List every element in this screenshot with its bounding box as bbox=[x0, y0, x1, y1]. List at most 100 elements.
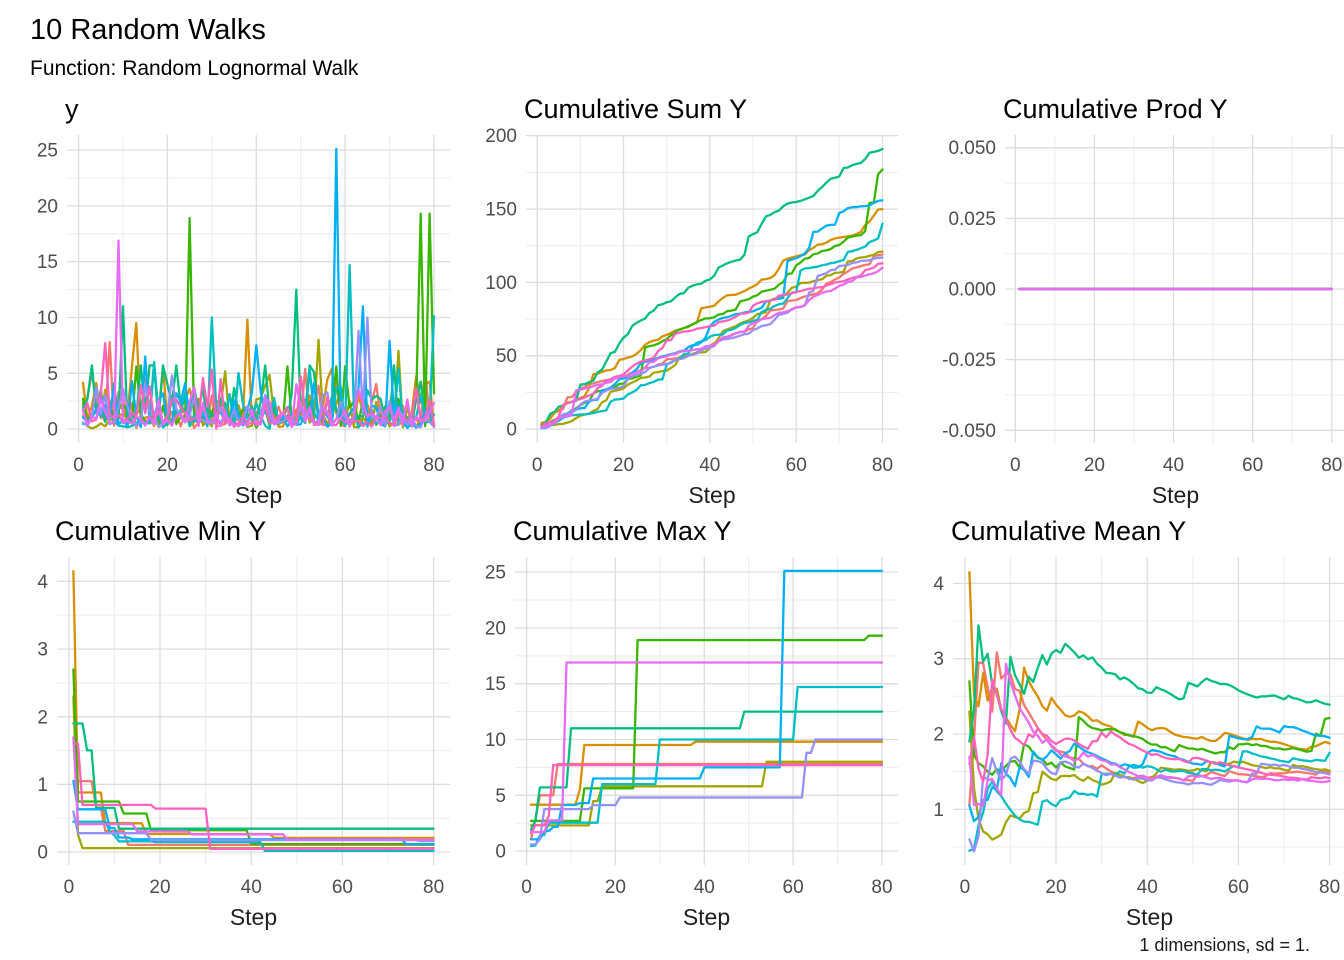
svg-text:3: 3 bbox=[37, 640, 48, 661]
svg-text:80: 80 bbox=[423, 455, 444, 476]
series-line-walk-09 bbox=[968, 678, 1331, 784]
svg-text:5: 5 bbox=[47, 364, 58, 385]
x-axis-tick-labels: 0 20 40 60 80 bbox=[960, 877, 1341, 898]
svg-text:15: 15 bbox=[485, 675, 506, 696]
series-line-walk-03 bbox=[529, 760, 884, 827]
svg-text:0: 0 bbox=[521, 877, 532, 898]
y-axis-tick-labels: 1 2 3 4 bbox=[933, 574, 944, 821]
svg-text:60: 60 bbox=[786, 455, 807, 476]
series-line-walk-08 bbox=[968, 755, 1331, 853]
series-lines bbox=[529, 570, 884, 848]
panel-title: y bbox=[65, 94, 79, 125]
plot-cummax: 0 5 10 15 20 25 0 20 40 60 80 Step bbox=[485, 557, 898, 930]
svg-text:0: 0 bbox=[532, 455, 543, 476]
series-line-walk-09 bbox=[529, 764, 884, 835]
panel-title: Cumulative Prod Y bbox=[1003, 94, 1228, 125]
y-axis-tick-labels: 0.050 0.025 0.000 -0.025 -0.050 bbox=[942, 139, 996, 443]
svg-text:10: 10 bbox=[37, 308, 58, 329]
page-subtitle: Function: Random Lognormal Walk bbox=[30, 57, 359, 81]
series-line-walk-05 bbox=[529, 710, 884, 832]
series-line-walk-02 bbox=[72, 570, 435, 840]
x-axis-tick-labels: 0 20 40 60 80 bbox=[1010, 455, 1342, 476]
x-axis-label: Step bbox=[1126, 904, 1173, 930]
series-line-walk-10 bbox=[81, 239, 436, 429]
panel-title: Cumulative Max Y bbox=[513, 516, 732, 547]
svg-text:50: 50 bbox=[496, 347, 517, 368]
svg-text:4: 4 bbox=[933, 574, 944, 595]
series-line-walk-09 bbox=[540, 262, 884, 429]
series-line-walk-05 bbox=[72, 722, 435, 831]
caption: 1 dimensions, sd = 1. bbox=[1139, 935, 1310, 956]
series-line-walk-06 bbox=[540, 222, 884, 430]
plot-cumprod: 0.050 0.025 0.000 -0.025 -0.050 0 20 40 60 80 Step bbox=[942, 135, 1344, 508]
svg-text:20: 20 bbox=[1084, 455, 1105, 476]
x-axis-label: Step bbox=[1152, 482, 1199, 508]
svg-text:150: 150 bbox=[485, 200, 517, 221]
svg-text:0.025: 0.025 bbox=[948, 209, 996, 230]
panel-title: Cumulative Min Y bbox=[55, 516, 267, 547]
panel-cummean: Cumulative Mean Y 1 2 3 4 0 20 40 60 80 Step bbox=[912, 513, 1344, 935]
svg-text:0: 0 bbox=[495, 842, 506, 863]
svg-text:0.050: 0.050 bbox=[948, 139, 996, 160]
gridlines-minor bbox=[953, 557, 1344, 866]
svg-text:0: 0 bbox=[506, 420, 517, 441]
figure-header: 10 Random Walks Function: Random Lognorm… bbox=[0, 0, 1344, 81]
x-axis-label: Step bbox=[235, 482, 282, 508]
series-line-walk-02 bbox=[968, 571, 1331, 752]
series-line-walk-10 bbox=[968, 662, 1331, 808]
x-axis-tick-labels: 0 20 40 60 80 bbox=[64, 877, 445, 898]
svg-text:20: 20 bbox=[613, 455, 634, 476]
series-line-walk-08 bbox=[529, 738, 884, 846]
series-lines bbox=[968, 571, 1331, 853]
gridlines-minor bbox=[526, 135, 898, 444]
svg-text:0.000: 0.000 bbox=[948, 280, 996, 301]
svg-text:20: 20 bbox=[37, 197, 58, 218]
panel-cumprod: Cumulative Prod Y 0.050 0.025 0.000 -0.025 -0… bbox=[912, 91, 1344, 513]
svg-text:60: 60 bbox=[335, 455, 356, 476]
gridlines-major bbox=[57, 557, 450, 866]
svg-text:-0.050: -0.050 bbox=[942, 421, 996, 442]
series-line-walk-06 bbox=[529, 686, 884, 848]
series-line-walk-06 bbox=[968, 750, 1331, 853]
series-line-walk-01 bbox=[540, 253, 884, 429]
svg-text:0: 0 bbox=[73, 455, 84, 476]
series-line-walk-02 bbox=[529, 740, 884, 807]
y-axis-tick-labels: 0 5 10 15 20 25 bbox=[37, 141, 58, 441]
panels-grid: y 0 5 10 15 20 25 0 20 40 60 80 Step Cumulative Sum Y… bbox=[16, 91, 1344, 935]
series-line-walk-04 bbox=[540, 168, 884, 427]
svg-text:40: 40 bbox=[699, 455, 720, 476]
svg-text:20: 20 bbox=[149, 877, 170, 898]
svg-text:25: 25 bbox=[37, 141, 58, 162]
svg-text:40: 40 bbox=[241, 877, 262, 898]
series-line-walk-07 bbox=[529, 570, 884, 841]
series-line-walk-04 bbox=[529, 634, 884, 823]
y-axis-tick-labels: 0 1 2 3 4 bbox=[37, 572, 48, 864]
x-axis-label: Step bbox=[688, 482, 735, 508]
y-axis-tick-labels: 0 50 100 150 200 bbox=[485, 127, 517, 441]
page-title: 10 Random Walks bbox=[30, 14, 266, 46]
svg-text:100: 100 bbox=[485, 273, 517, 294]
series-lines bbox=[540, 148, 884, 430]
series-lines bbox=[81, 148, 436, 431]
svg-text:0: 0 bbox=[1010, 455, 1021, 476]
series-line-walk-04 bbox=[81, 212, 436, 430]
panel-y: y 0 5 10 15 20 25 0 20 40 60 80 Step bbox=[16, 91, 464, 513]
svg-text:1: 1 bbox=[933, 800, 944, 821]
svg-text:60: 60 bbox=[1228, 877, 1249, 898]
gridlines-major bbox=[953, 557, 1344, 866]
svg-text:2: 2 bbox=[37, 708, 48, 729]
series-line-walk-10 bbox=[72, 736, 435, 842]
series-line-walk-06 bbox=[72, 820, 435, 853]
svg-text:80: 80 bbox=[423, 877, 444, 898]
x-axis-tick-labels: 0 20 40 60 80 bbox=[521, 877, 892, 898]
series-line-walk-05 bbox=[968, 624, 1331, 743]
svg-text:40: 40 bbox=[246, 455, 267, 476]
plot-cumsum: 0 50 100 150 200 0 20 40 60 80 Step bbox=[485, 127, 898, 508]
svg-text:-0.025: -0.025 bbox=[942, 350, 996, 371]
svg-text:200: 200 bbox=[485, 127, 517, 148]
x-axis-label: Step bbox=[683, 904, 730, 930]
series-line-walk-09 bbox=[72, 742, 435, 851]
svg-text:4: 4 bbox=[37, 572, 48, 593]
svg-text:40: 40 bbox=[694, 877, 715, 898]
svg-text:80: 80 bbox=[871, 877, 892, 898]
